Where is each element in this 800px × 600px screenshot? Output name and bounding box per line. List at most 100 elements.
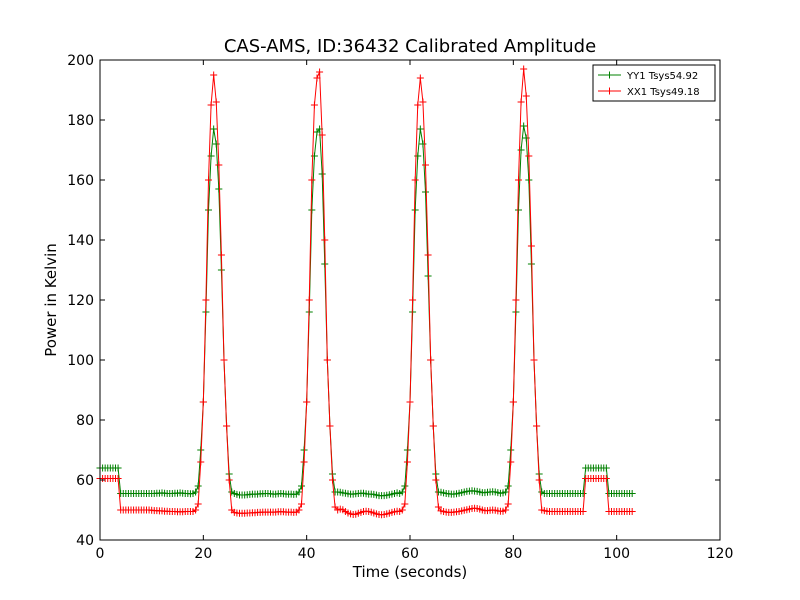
data-point bbox=[504, 500, 512, 508]
data-point bbox=[434, 503, 442, 511]
x-tick-label: 60 bbox=[401, 546, 419, 562]
data-point bbox=[522, 92, 530, 100]
data-point bbox=[525, 152, 533, 160]
y-tick-label: 40 bbox=[76, 533, 94, 549]
y-tick-label: 80 bbox=[76, 413, 94, 429]
data-point bbox=[507, 458, 515, 466]
x-tick-label: 0 bbox=[96, 546, 105, 562]
data-point bbox=[323, 356, 331, 364]
legend-item: XX1 Tsys49.18 bbox=[598, 87, 700, 98]
data-point bbox=[318, 170, 326, 178]
data-point bbox=[207, 152, 215, 160]
series-2 bbox=[96, 65, 636, 519]
data-point bbox=[512, 296, 520, 304]
data-point bbox=[535, 476, 543, 484]
data-point bbox=[414, 101, 422, 109]
data-point bbox=[298, 500, 305, 508]
data-point bbox=[194, 482, 202, 490]
data-point bbox=[579, 508, 587, 515]
data-point bbox=[308, 176, 316, 184]
y-tick-label: 180 bbox=[67, 113, 94, 129]
data-point bbox=[527, 242, 535, 250]
data-point bbox=[602, 475, 610, 482]
data-point bbox=[579, 490, 587, 497]
data-point bbox=[225, 476, 233, 484]
data-point bbox=[628, 490, 636, 497]
data-point bbox=[210, 125, 218, 133]
data-point bbox=[411, 176, 419, 184]
data-point bbox=[295, 506, 303, 514]
data-point bbox=[515, 206, 522, 214]
data-point bbox=[310, 101, 318, 109]
data-point bbox=[401, 500, 409, 508]
data-point bbox=[416, 74, 424, 82]
data-point bbox=[205, 176, 212, 184]
data-point bbox=[398, 506, 406, 514]
data-point bbox=[212, 98, 220, 106]
legend-label: XX1 Tsys49.18 bbox=[627, 87, 700, 98]
y-tick-label: 140 bbox=[67, 233, 94, 249]
data-point bbox=[295, 488, 303, 496]
data-point bbox=[533, 422, 541, 430]
y-tick-label: 200 bbox=[67, 53, 94, 69]
data-point bbox=[318, 131, 326, 139]
plot-area bbox=[96, 65, 636, 519]
data-point bbox=[316, 68, 324, 76]
data-point bbox=[398, 488, 406, 496]
y-tick-label: 120 bbox=[67, 293, 94, 309]
data-point bbox=[401, 482, 409, 490]
data-point bbox=[403, 458, 411, 466]
data-point bbox=[305, 296, 313, 304]
data-point bbox=[197, 458, 205, 466]
data-point bbox=[300, 458, 308, 466]
data-point bbox=[427, 356, 435, 364]
data-point bbox=[419, 140, 427, 148]
data-point bbox=[411, 206, 419, 214]
data-point bbox=[223, 422, 231, 430]
series-1 bbox=[96, 122, 636, 500]
data-point bbox=[432, 476, 440, 484]
data-point bbox=[313, 74, 321, 82]
data-point bbox=[192, 488, 200, 496]
data-point bbox=[329, 476, 336, 484]
data-point bbox=[530, 356, 538, 364]
data-point bbox=[215, 161, 223, 169]
data-point bbox=[298, 482, 305, 490]
data-point bbox=[217, 251, 225, 259]
x-tick-label: 80 bbox=[504, 546, 522, 562]
x-tick-label: 120 bbox=[707, 546, 734, 562]
chart-title: CAS-AMS, ID:36432 Calibrated Amplitude bbox=[224, 36, 596, 57]
data-point bbox=[416, 125, 424, 133]
x-tick-label: 20 bbox=[194, 546, 212, 562]
data-point bbox=[502, 506, 510, 514]
data-point bbox=[602, 464, 610, 472]
data-point bbox=[406, 398, 414, 406]
data-point bbox=[504, 482, 512, 490]
data-point bbox=[114, 475, 122, 482]
data-point bbox=[326, 422, 334, 430]
x-tick-label: 100 bbox=[603, 546, 630, 562]
data-point bbox=[424, 251, 432, 259]
data-point bbox=[419, 98, 427, 106]
data-point bbox=[502, 488, 510, 496]
data-point bbox=[409, 296, 417, 304]
data-point bbox=[220, 356, 228, 364]
data-point bbox=[414, 152, 422, 160]
data-point bbox=[429, 422, 437, 430]
data-point bbox=[422, 161, 429, 169]
y-tick-label: 160 bbox=[67, 173, 94, 189]
legend-label: YY1 Tsys54.92 bbox=[626, 71, 698, 82]
data-point bbox=[522, 134, 530, 142]
x-tick-label: 40 bbox=[298, 546, 316, 562]
data-point bbox=[509, 398, 517, 406]
data-point bbox=[517, 98, 525, 106]
data-point bbox=[212, 140, 220, 148]
data-point bbox=[205, 206, 212, 214]
legend-marker bbox=[606, 71, 613, 79]
legend: YY1 Tsys54.92 XX1 Tsys49.18 bbox=[592, 64, 716, 102]
legend-marker bbox=[606, 87, 613, 95]
data-point bbox=[422, 188, 429, 196]
data-point bbox=[215, 185, 223, 193]
data-point bbox=[194, 500, 202, 508]
